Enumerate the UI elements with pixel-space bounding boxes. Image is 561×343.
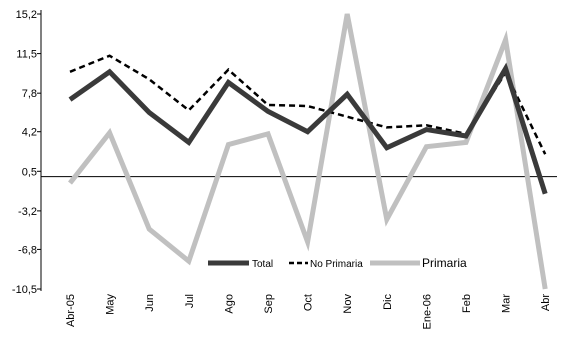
y-tick-label: -6,8	[18, 244, 37, 256]
chart-series	[68, 13, 548, 290]
x-tick-label: Nov	[342, 294, 354, 314]
x-tick-label: Feb	[461, 294, 473, 313]
x-tick-label: Mar	[501, 294, 513, 313]
legend-label-no-primaria: No Primaria	[310, 259, 363, 270]
x-tick-label: Jul	[184, 294, 196, 308]
chart-axes: 15,2 11,5 7,8 4,2 0,5 -3,2 -6,8 -10,5 Abr-05 May J…	[12, 9, 557, 329]
x-tick-label: Ene-06	[421, 294, 433, 329]
series-line-total	[68, 62, 548, 195]
y-tick-label: 4,2	[22, 127, 37, 139]
series-line-primaria	[68, 13, 548, 290]
x-tick-label: Oct	[303, 294, 315, 311]
y-tick-label: -10,5	[12, 284, 37, 296]
x-tick-label: Ago	[223, 294, 235, 314]
y-tick-label: 11,5	[16, 49, 37, 61]
x-tick-label: May	[105, 294, 117, 315]
x-tick-label: Jun	[144, 294, 156, 312]
chart-legend: Total No Primaria Primaria	[208, 256, 467, 270]
y-tick-label: 0,5	[22, 166, 37, 178]
legend-label-total: Total	[252, 259, 273, 270]
x-tick-label: Abr-05	[65, 294, 77, 327]
y-tick-label: 7,8	[22, 88, 37, 100]
legend-label-primaria: Primaria	[422, 256, 467, 270]
x-tick-label: Dic	[382, 294, 394, 310]
x-tick-label: Sep	[263, 294, 275, 314]
x-tick-label: Abr	[540, 294, 552, 311]
y-tick-label: -3,2	[18, 206, 37, 218]
y-tick-label: 15,2	[16, 9, 37, 21]
